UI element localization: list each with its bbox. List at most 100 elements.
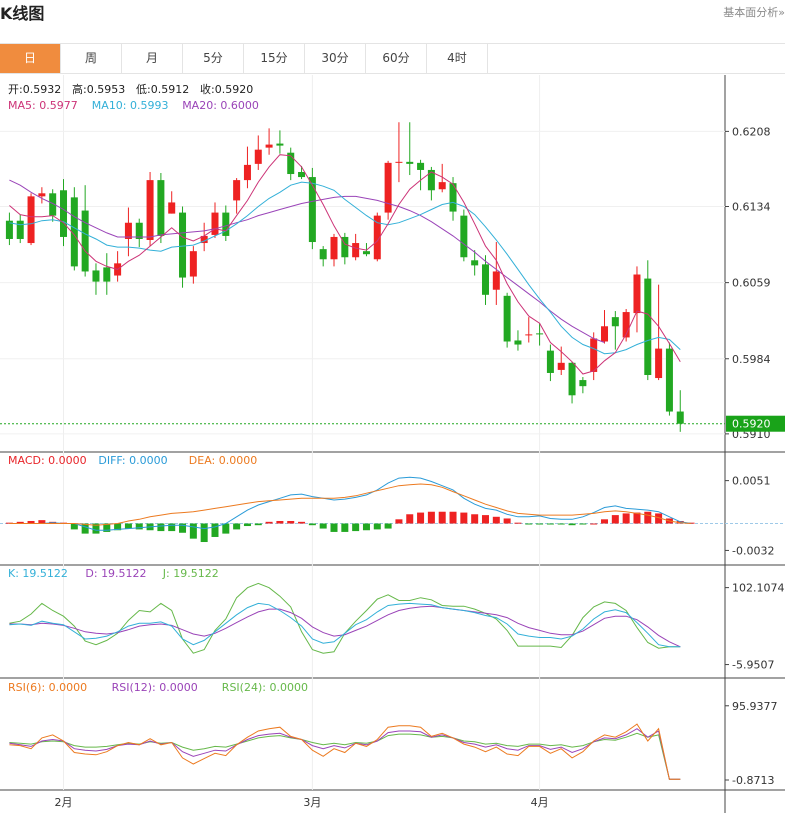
candle-body [287,152,295,175]
macd-bar [114,523,122,531]
macd-bar [546,523,554,525]
period-tabs: 日 周 月 5分 15分 30分 60分 4时 [0,43,785,74]
candle-body [38,193,46,197]
candle-body [103,267,111,282]
tab-month[interactable]: 月 [122,44,183,73]
quote-label-2: 低:0.5912 [136,83,189,96]
ma20-line [9,179,605,343]
candle-body [157,180,165,236]
ma10-line [9,181,681,355]
tab-day[interactable]: 日 [0,44,61,73]
candle-body [579,380,587,387]
macd-bar [536,523,544,525]
macd-bar [211,523,219,537]
macd-bar [222,523,230,534]
macd-bar [611,515,619,524]
macd-bar [503,518,511,524]
candle-body [92,270,100,282]
candle-body [222,212,230,236]
candle-body [70,197,78,267]
diff-line [9,476,692,531]
kdj-label-0: K: 19.5122 [8,567,68,580]
d-line [9,605,681,648]
macd-bar [298,521,306,524]
macd-bar [644,511,652,524]
tab-60min[interactable]: 60分 [366,44,427,73]
tab-4hour[interactable]: 4时 [427,44,488,73]
macd-bar [384,523,392,529]
macd-label-2: DEA: 0.0000 [189,454,257,467]
last-price-tag [726,415,785,432]
tab-30min[interactable]: 30分 [305,44,366,73]
candle-body [362,251,370,255]
candle-body [179,212,187,278]
macd-bar [633,512,641,524]
macd-bar [168,523,176,532]
candle-body [341,236,349,258]
tab-5min[interactable]: 5分 [183,44,244,73]
macd-bar [16,521,24,524]
k-line [9,602,681,648]
tab-15min[interactable]: 15分 [244,44,305,73]
candle-body [427,169,435,191]
candle-body [601,326,609,342]
x-tick-label: 3月 [303,796,321,809]
candle-body [5,220,13,239]
candle-body [557,362,565,370]
candle-body [590,338,598,372]
candle-body [135,222,143,239]
quote-label-3: 收:0.5920 [200,82,253,96]
candle-body [373,215,381,260]
candle-body [655,348,663,379]
candle-body [254,149,262,164]
candle-body [276,143,284,146]
kline-chart[interactable]: 2月 3月 4月0.62080.61340.60590.59840.59100.59… [0,75,785,813]
rsi-y-tick-label: -0.8713 [732,774,774,787]
macd-bar [481,515,489,524]
macd-bar [449,511,457,524]
macd-bar [406,514,414,524]
candle-body [352,243,360,258]
macd-bar [438,511,446,524]
quote-label-0: 开:0.5932 [8,83,61,96]
y-tick-label: 0.5984 [732,353,771,366]
dea-line [9,483,692,526]
macd-bar [308,523,316,526]
candle-body [460,215,468,258]
tab-week[interactable]: 周 [61,44,122,73]
candle-body [503,295,511,342]
candle-body [384,162,392,213]
fundamental-analysis-link[interactable]: 基本面分析» [723,6,785,19]
macd-bar [417,512,425,524]
macd-bar [200,523,208,543]
x-tick-label: 4月 [531,796,549,809]
candle-body [525,334,533,336]
macd-y-tick-label: -0.0032 [732,544,774,557]
candle-body [395,161,403,163]
candle-body [417,162,425,170]
candle-body [546,350,554,373]
candle-body [146,180,154,240]
macd-bar [233,523,241,530]
candle-body [330,236,338,260]
macd-bar [319,523,327,529]
rsi12-line [9,728,681,780]
candle-body [633,274,641,314]
macd-bar [38,520,46,524]
macd-bar [27,520,35,524]
candle-body [168,202,176,214]
macd-bar [601,519,609,524]
quote-label-1: 高:0.5953 [72,82,125,96]
macd-bar [427,511,435,524]
candle-body [481,264,489,295]
y-tick-label: 0.6134 [732,201,771,214]
macd-bar [157,523,165,532]
candle-body [471,260,479,266]
x-tick-label: 2月 [55,796,73,809]
candle-body [449,183,457,212]
candle-body [568,362,576,396]
macd-bar [471,514,479,524]
candle-body [298,171,306,178]
candle-body [189,251,197,277]
ma-label-2: MA20: 0.6000 [182,99,259,112]
